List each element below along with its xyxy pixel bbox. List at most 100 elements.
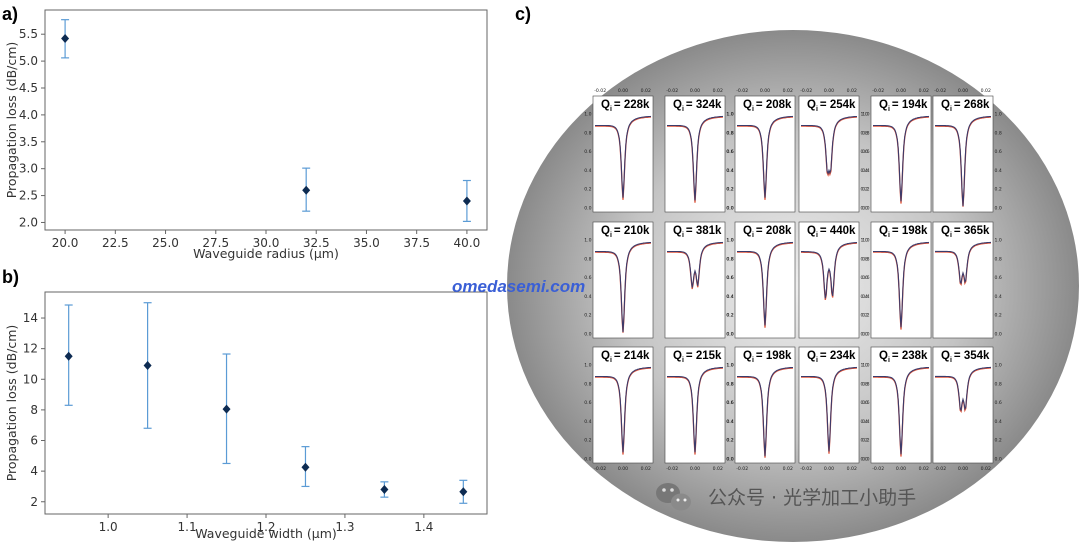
q-label: Qi = 208k — [743, 99, 792, 113]
q-label: Qi = 214k — [601, 350, 650, 364]
q-label: Qi = 354k — [941, 350, 990, 364]
subplot-y-tick-label: 1.0 — [995, 363, 1002, 369]
diamond-marker — [143, 360, 152, 370]
q-label: Qi = 210k — [601, 225, 650, 239]
subplot-frame — [592, 221, 654, 339]
subplot-y-tick-label: 0.6 — [862, 275, 869, 281]
subplot-x-tick-label: -0.02 — [872, 466, 884, 472]
resonance-subplot: 0.0 0.2 0.4 0.6 0.8 1.0 Qi = 268k — [932, 95, 1002, 213]
subplot-y-tick-label: 0.6 — [861, 400, 868, 406]
subplot-y-tick-label: 0.8 — [726, 256, 733, 262]
measured-curve — [595, 241, 651, 333]
subplot-y-tick-label: 0.2 — [727, 438, 734, 444]
subplot-x-tick-label: -0.02 — [594, 466, 606, 472]
resonance-subplot: 0.0 0.2 0.4 0.6 0.8 1.0 Qi = 254k — [798, 95, 868, 213]
subplot-x-tick-label: 0.02 — [713, 88, 723, 94]
x-tick-label: 25.0 — [152, 236, 179, 250]
x-tick-label: 40.0 — [454, 236, 481, 250]
subplot-x-tick-label: -0.02 — [872, 88, 884, 94]
fit-curve — [595, 367, 651, 455]
data-point — [462, 179, 471, 222]
subplot-y-tick-label: 1.0 — [726, 363, 733, 369]
subplot-y-tick-label: 0.2 — [726, 187, 733, 193]
subplot-y-tick-label: 0.4 — [862, 168, 869, 174]
subplot-y-tick-label: 0.0 — [862, 206, 869, 212]
measured-curve — [801, 366, 858, 452]
subplot-y-tick-label: 0.8 — [727, 256, 734, 262]
diamond-marker — [61, 34, 70, 44]
y-tick-label: 2.0 — [19, 215, 38, 229]
subplot-x-tick-label: 0.00 — [958, 466, 968, 472]
q-label: Qi = 234k — [807, 350, 856, 364]
subplot-x-tick-label: 0.00 — [760, 88, 770, 94]
subplot-y-tick-label: 0.2 — [995, 438, 1002, 444]
subplot-frame — [664, 221, 726, 339]
subplot-y-tick-label: 0.0 — [995, 457, 1002, 463]
chart-a: 20.0 22.5 25.0 27.5 30.0 32.5 35.0 37.5 40.0 2.0… — [4, 9, 488, 261]
resonance-subplot: 0.0 0.2 0.4 0.6 0.8 1.0 Qi = 208k — [726, 95, 796, 213]
measured-curve — [737, 366, 793, 457]
watermark-site: omedasemi.com — [452, 277, 585, 296]
data-point — [301, 446, 310, 488]
subplot-y-tick-label: 0.2 — [995, 313, 1002, 319]
subplot-y-tick-label: 0.6 — [726, 149, 733, 155]
subplot-y-tick-label: 0.0 — [727, 206, 734, 212]
subplot-x-tick-label: -0.02 — [736, 88, 748, 94]
subplot-y-tick-label: 0.4 — [995, 294, 1002, 300]
subplot-y-tick-label: 0.4 — [861, 294, 868, 300]
x-tick-label: 32.5 — [303, 236, 330, 250]
subplot-y-tick-label: 0.6 — [861, 275, 868, 281]
fit-curve — [873, 242, 929, 330]
q-label: Qi = 365k — [941, 225, 990, 239]
resonance-subplot: 0.0 0.2 0.4 0.6 0.8 1.0 Qi = 215k — [664, 346, 734, 464]
plot-b-frame — [44, 291, 488, 515]
subplot-frame — [734, 346, 796, 464]
data-point — [302, 167, 311, 212]
subplot-y-tick-label: 0.2 — [862, 187, 869, 193]
subplot-y-tick-label: 1.0 — [727, 363, 734, 369]
subplot-y-tick-label: 0.2 — [726, 438, 733, 444]
y-tick-label: 4 — [30, 464, 38, 478]
chart-b: 1.0 1.1 1.2 1.3 1.4 2 4 6 8 10 12 14 Waveguide wid… — [4, 291, 488, 541]
subplot-y-tick-label: 0.6 — [584, 149, 591, 155]
subplot-y-tick-label: 0.6 — [862, 149, 869, 155]
subplot-y-tick-label: 0.2 — [861, 313, 868, 319]
x-tick-label: 22.5 — [102, 236, 129, 250]
subplot-y-tick-label: 0.4 — [861, 168, 868, 174]
measured-curve — [873, 115, 930, 202]
subplot-y-tick-label: 0.0 — [727, 332, 734, 338]
subplot-y-tick-label: 0.4 — [584, 294, 591, 300]
q-label: Qi = 238k — [879, 350, 928, 364]
resonance-subplot: 0.0 0.2 0.4 0.6 0.8 1.0 Qi = 381k — [664, 221, 734, 339]
subplot-y-tick-label: 0.0 — [995, 206, 1002, 212]
panel-label-a: a) — [2, 4, 18, 24]
subplot-frame — [798, 221, 860, 339]
resonance-subplot: 0.0 0.2 0.4 0.6 0.8 1.0 Qi = 198k — [726, 346, 796, 464]
diamond-marker — [301, 462, 310, 472]
subplot-y-tick-label: 0.0 — [584, 457, 591, 463]
subplot-y-tick-label: 0.4 — [727, 294, 734, 300]
subplot-y-tick-label: 0.4 — [861, 419, 868, 425]
subplot-y-tick-label: 0.2 — [727, 187, 734, 193]
diamond-marker — [380, 485, 389, 495]
measured-curve — [801, 241, 858, 299]
y-tick-label: 6 — [30, 434, 38, 448]
subplot-y-tick-label: 0.0 — [861, 206, 868, 212]
subplot-y-tick-label: 1.0 — [584, 238, 591, 244]
y-tick-label: 12 — [23, 342, 38, 356]
subplot-x-tick-label: -0.02 — [594, 88, 606, 94]
subplot-y-tick-label: 0.0 — [862, 332, 869, 338]
subplot-y-tick-label: 0.2 — [726, 313, 733, 319]
measured-curve — [595, 366, 652, 453]
fit-curve — [737, 116, 794, 200]
subplot-y-tick-label: 1.0 — [727, 112, 734, 118]
subplot-y-tick-label: 0.8 — [995, 381, 1002, 387]
y-tick-label: 5.5 — [19, 27, 38, 41]
subplot-y-tick-label: 0.4 — [862, 294, 869, 300]
plot-a-ylabel: Propagation loss (dB/cm) — [4, 42, 19, 199]
resonance-subplot: 0.0 0.2 0.4 0.6 0.8 1.0 Qi = 324k — [664, 95, 734, 213]
subplot-x-tick-label: 0.00 — [896, 88, 906, 94]
subplot-frame — [932, 95, 994, 213]
subplot-y-tick-label: 0.4 — [995, 168, 1002, 174]
subplot-x-tick-label: 0.00 — [824, 88, 834, 94]
